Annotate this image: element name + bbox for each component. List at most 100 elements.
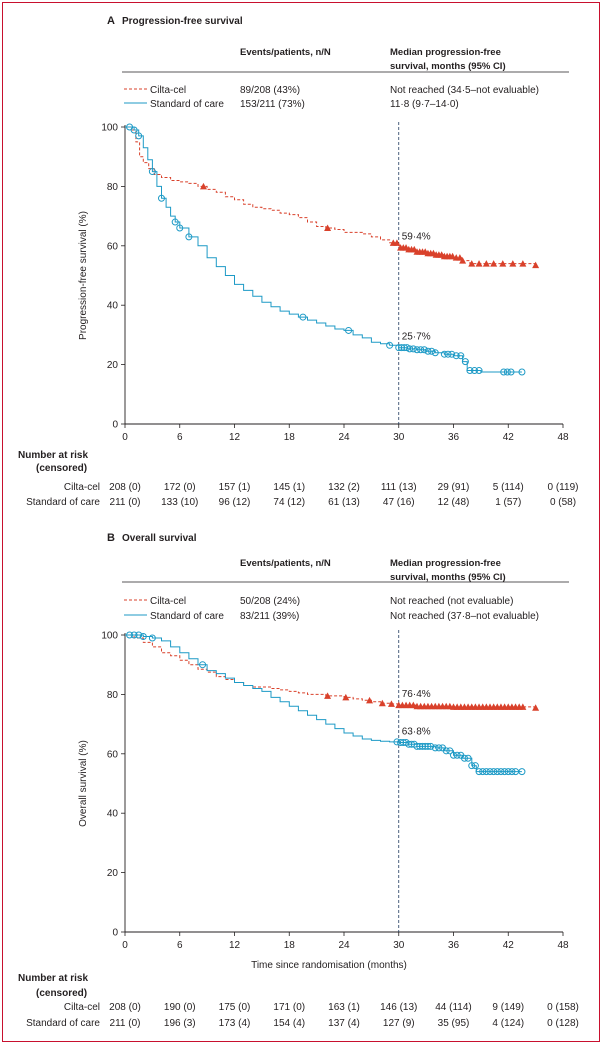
y-tick-label: 40 [107,809,119,820]
censor-marker-cilta-cel [387,700,395,707]
censor-marker-standard-of-care [435,744,443,752]
legend-header-median-line2: survival, months (95% CI) [390,61,506,72]
x-tick-label: 6 [177,940,183,951]
risk-cell: 132 (2) [328,482,360,493]
risk-cell: 44 (114) [435,1002,472,1013]
censor-marker-standard-of-care [413,346,421,354]
legend-label: Cilta-cel [150,85,186,96]
annotation-standard-of-care: 63·8% [402,727,431,738]
censor-marker-standard-of-care [431,744,439,752]
legend-events: 89/208 (43%) [240,85,300,96]
censor-marker-standard-of-care [507,368,515,376]
risk-cell: 4 (124) [492,1018,524,1029]
censor-marker-standard-of-care [493,768,501,776]
censor-marker-standard-of-care [500,368,508,376]
risk-cell: 96 (12) [219,497,251,508]
y-tick-label: 60 [107,241,119,252]
x-axis-label: Time since randomisation (months) [251,960,407,971]
censor-marker-standard-of-care [185,233,193,241]
censor-marker-standard-of-care [450,751,457,759]
panel-title: Progression-free survival [122,16,243,27]
censor-marker-standard-of-care [135,132,143,140]
censor-marker-cilta-cel [490,260,498,267]
censor-marker-standard-of-care [497,768,505,776]
censor-marker-standard-of-care [440,350,448,358]
risk-cell: 5 (114) [493,482,524,493]
censor-marker-cilta-cel [324,692,332,699]
y-tick-label: 60 [107,749,119,760]
risk-cell: 12 (48) [438,497,470,508]
censor-marker-standard-of-care [420,346,428,354]
risk-cell: 61 (13) [328,497,360,508]
x-tick-label: 48 [557,940,569,951]
censor-marker-standard-of-care [468,762,476,770]
legend-events: 83/211 (39%) [240,611,299,622]
risk-cell: 196 (3) [164,1018,196,1029]
series-line-standard-of-care [125,126,522,373]
censor-marker-standard-of-care [395,344,403,352]
censor-marker-standard-of-care [490,768,498,776]
x-tick-label: 24 [338,940,350,951]
risk-cell: 211 (0) [110,497,141,508]
x-tick-label: 18 [284,432,296,443]
censor-marker-standard-of-care [413,742,421,750]
panel-a: A Progression-free survival Events/patient… [18,15,578,508]
censor-marker-cilta-cel [324,224,332,231]
censor-marker-standard-of-care [139,632,147,640]
y-tick-label: 20 [107,360,119,371]
censor-marker-standard-of-care [461,358,469,366]
censor-marker-cilta-cel [468,260,476,267]
x-tick-label: 24 [338,432,350,443]
risk-cell: 137 (4) [328,1018,360,1029]
risk-cell: 0 (128) [547,1018,579,1029]
risk-cell: 145 (1) [273,482,305,493]
risk-cell: 74 (12) [273,497,305,508]
censor-marker-standard-of-care [466,367,474,375]
risk-cell: 157 (1) [219,482,251,493]
censor-marker-cilta-cel [499,260,507,267]
x-tick-label: 30 [393,432,405,443]
censor-marker-standard-of-care [158,194,165,202]
legend-header-median-line1: Median progression-free [390,47,501,58]
censor-marker-standard-of-care [345,326,353,334]
legend-header-events: Events/patients, n/N [240,47,331,58]
censor-marker-standard-of-care [135,631,143,639]
annotation-cilta-cel: 59·4% [402,232,431,243]
censor-marker-standard-of-care [448,350,456,358]
censor-marker-cilta-cel [519,703,527,710]
risk-cell: 173 (4) [219,1018,251,1029]
panel-letter: A [107,15,115,27]
legend-header-median: Median progression-free survival, months … [390,558,506,583]
x-tick-label: 42 [503,940,515,951]
risk-table-subheader: (censored) [36,988,87,999]
censor-marker-standard-of-care [453,751,461,759]
risk-cell: 211 (0) [110,1018,141,1029]
censor-marker-standard-of-care [482,768,490,776]
y-axis-label: Progression-free survival (%) [78,211,89,340]
x-tick-label: 12 [229,432,241,443]
censor-marker-standard-of-care [431,349,439,357]
censor-marker-cilta-cel [519,260,527,267]
censor-marker-standard-of-care [409,345,417,353]
censor-marker-standard-of-care [503,368,511,376]
y-axis-label: Overall survival (%) [78,740,89,827]
legend-events: 50/208 (24%) [240,596,300,607]
annotation-cilta-cel: 76·4% [402,689,431,700]
series-line-standard-of-care [125,634,522,773]
censor-marker-standard-of-care [130,631,138,639]
risk-row-label: Standard of care [26,497,100,508]
x-tick-label: 6 [177,432,183,443]
risk-table-header: Number at risk [18,450,88,461]
x-tick-label: 36 [448,940,460,951]
risk-table-header: Number at risk [18,973,88,984]
censor-marker-standard-of-care [418,742,426,750]
censor-marker-standard-of-care [421,742,429,750]
legend-header-events: Events/patients, n/N [240,558,331,569]
legend-label: Standard of care [150,611,224,622]
legend-median: Not reached (34·5–not evaluable) [390,85,539,96]
risk-cell: 163 (1) [328,1002,360,1013]
y-tick-label: 80 [107,690,119,701]
legend-header-median: Median progression-free survival, months … [390,47,506,72]
